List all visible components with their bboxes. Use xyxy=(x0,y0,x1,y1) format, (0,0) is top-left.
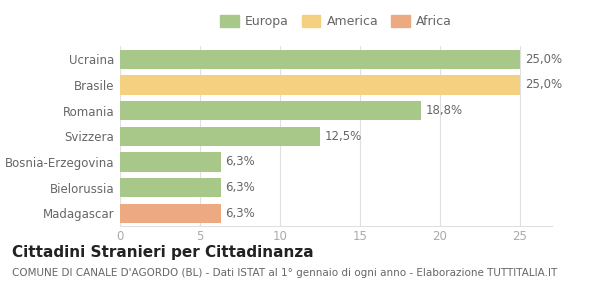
Text: COMUNE DI CANALE D'AGORDO (BL) - Dati ISTAT al 1° gennaio di ogni anno - Elabora: COMUNE DI CANALE D'AGORDO (BL) - Dati IS… xyxy=(12,268,557,278)
Text: 25,0%: 25,0% xyxy=(525,53,562,66)
Bar xyxy=(120,152,221,172)
Text: 25,0%: 25,0% xyxy=(525,78,562,91)
Text: Cittadini Stranieri per Cittadinanza: Cittadini Stranieri per Cittadinanza xyxy=(12,245,314,260)
Bar xyxy=(120,178,221,197)
Text: 12,5%: 12,5% xyxy=(325,130,362,143)
Bar xyxy=(120,204,221,223)
Bar xyxy=(120,101,421,120)
Bar xyxy=(120,127,320,146)
Legend: Europa, America, Africa: Europa, America, Africa xyxy=(215,10,457,33)
Bar xyxy=(120,75,520,95)
Text: 6,3%: 6,3% xyxy=(226,207,256,220)
Bar xyxy=(120,50,520,69)
Text: 6,3%: 6,3% xyxy=(226,155,256,168)
Text: 6,3%: 6,3% xyxy=(226,181,256,194)
Text: 18,8%: 18,8% xyxy=(425,104,463,117)
